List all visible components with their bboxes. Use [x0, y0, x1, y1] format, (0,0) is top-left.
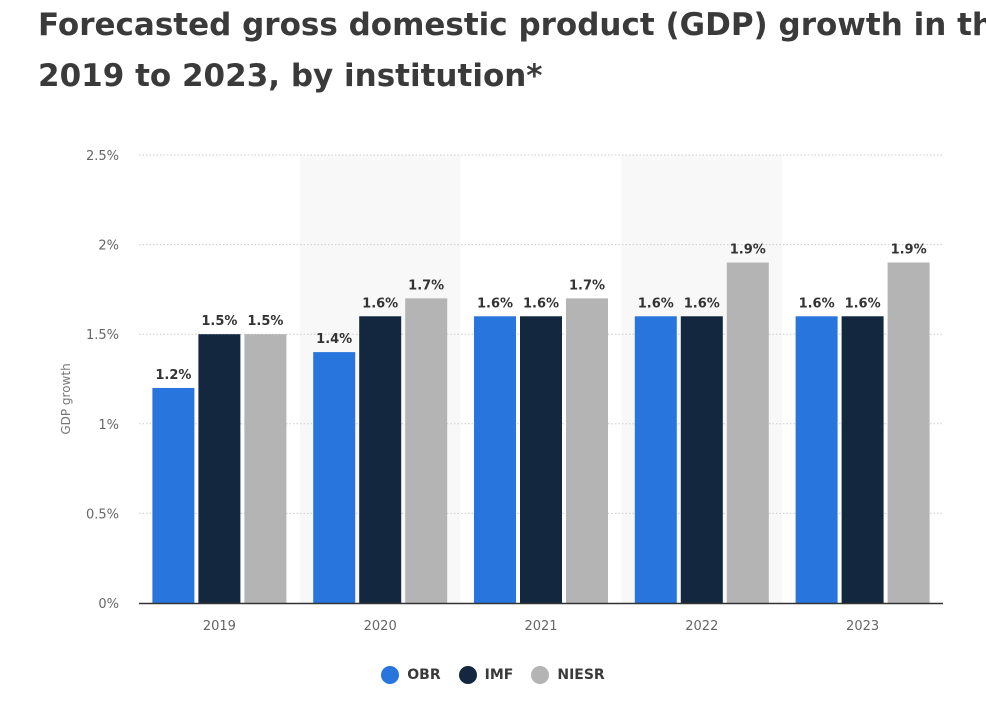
data-label-obr-2022: 1.6%	[638, 296, 674, 311]
chart-title-line-2: 2019 to 2023, by institution*	[38, 58, 543, 94]
bar-imf-2019[interactable]	[198, 334, 241, 603]
y-tick-label: 2%	[98, 239, 119, 254]
y-tick-label: 0.5%	[86, 507, 119, 522]
bar-imf-2022[interactable]	[680, 316, 723, 603]
legend-label: OBR	[407, 667, 441, 683]
legend-swatch-icon	[458, 666, 477, 684]
legend-label: IMF	[484, 667, 514, 683]
bar-niesr-2023[interactable]	[887, 262, 930, 603]
bar-imf-2020[interactable]	[359, 316, 402, 603]
y-tick-label: 1.5%	[86, 328, 119, 343]
bar-niesr-2020[interactable]	[405, 298, 448, 603]
y-axis-title: GDP growth	[59, 363, 73, 434]
x-tick-label-2022: 2022	[685, 619, 718, 634]
data-label-imf-2022: 1.6%	[684, 296, 720, 311]
x-tick-label-2021: 2021	[524, 619, 557, 634]
bar-niesr-2022[interactable]	[726, 262, 769, 603]
x-tick-label-2023: 2023	[846, 619, 879, 634]
bar-obr-2023[interactable]	[795, 316, 838, 603]
y-tick-label: 2.5%	[86, 149, 119, 164]
chart-title-line-1: Forecasted gross domestic product (GDP) …	[38, 7, 986, 43]
data-label-obr-2019: 1.2%	[155, 368, 191, 383]
data-label-niesr-2020: 1.7%	[408, 278, 444, 293]
legend-label: NIESR	[557, 667, 605, 683]
data-label-imf-2020: 1.6%	[362, 296, 398, 311]
data-label-obr-2021: 1.6%	[477, 296, 513, 311]
data-labels: 1.2% 1.5% 1.5% 1.4% 1.6% 1.7% 1.6% 1.6% 1.7% 1.6%…	[155, 243, 926, 383]
legend-item-obr[interactable]: OBR	[381, 666, 441, 684]
data-label-niesr-2023: 1.9%	[891, 243, 927, 258]
data-label-niesr-2022: 1.9%	[730, 243, 766, 258]
x-tick-labels: 2019 2020 2021 2022 2023	[203, 619, 879, 634]
y-tick-label: 1%	[98, 418, 119, 433]
data-label-obr-2023: 1.6%	[799, 296, 835, 311]
legend-swatch-icon	[531, 666, 550, 684]
bar-obr-2019[interactable]	[152, 387, 195, 603]
bars	[152, 262, 930, 603]
x-tick-label-2020: 2020	[364, 619, 397, 634]
bar-imf-2023[interactable]	[841, 316, 884, 603]
y-tick-label: 0%	[98, 597, 119, 612]
y-tick-labels: 0% 0.5% 1% 1.5% 2% 2.5%	[86, 149, 119, 612]
bar-obr-2021[interactable]	[474, 316, 516, 603]
bar-niesr-2021[interactable]	[566, 298, 608, 603]
data-label-obr-2020: 1.4%	[316, 332, 352, 347]
data-label-imf-2019: 1.5%	[201, 314, 237, 329]
data-label-niesr-2021: 1.7%	[569, 278, 605, 293]
bar-obr-2020[interactable]	[313, 352, 356, 603]
data-label-niesr-2019: 1.5%	[247, 314, 283, 329]
bar-imf-2021[interactable]	[520, 316, 562, 603]
data-label-imf-2021: 1.6%	[523, 296, 559, 311]
data-label-imf-2023: 1.6%	[845, 296, 881, 311]
bar-obr-2022[interactable]	[634, 316, 677, 603]
legend-item-imf[interactable]: IMF	[458, 666, 514, 684]
bar-niesr-2019[interactable]	[244, 334, 287, 603]
legend-swatch-icon	[381, 666, 400, 684]
chart-title: Forecasted gross domestic product (GDP) …	[38, 0, 986, 102]
legend-item-niesr[interactable]: NIESR	[531, 666, 605, 684]
legend: OBR IMF NIESR	[0, 666, 986, 684]
x-tick-label-2019: 2019	[203, 619, 236, 634]
